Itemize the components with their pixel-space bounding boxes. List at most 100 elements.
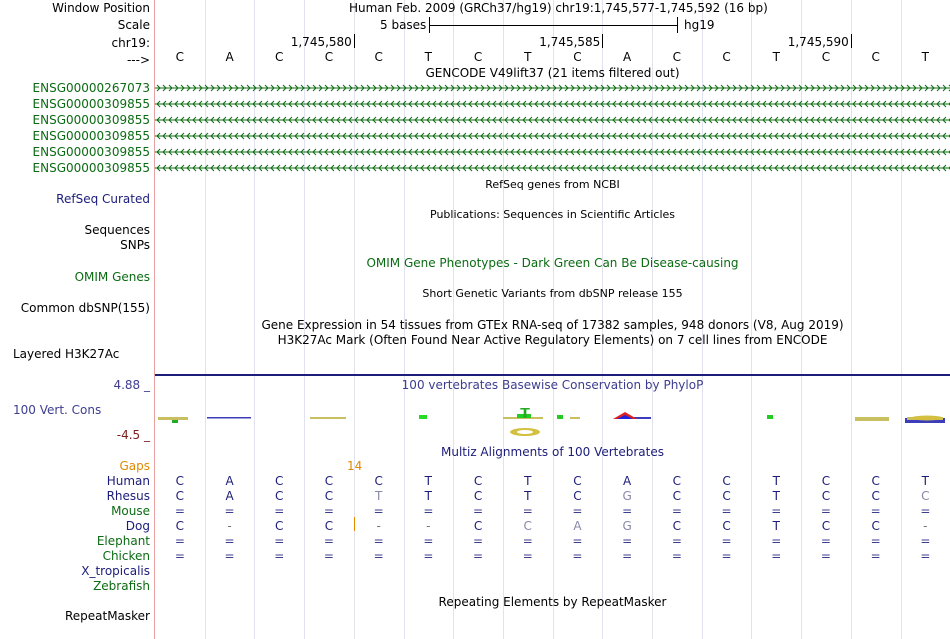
alignment-base: C [573, 474, 582, 488]
gencode-gene-label[interactable]: ENSG00000309855 [32, 145, 150, 159]
alignment-base: = [473, 534, 484, 548]
multiz-track-title[interactable]: Multiz Alignments of 100 Vertebrates [440, 445, 665, 459]
alignment-base: - [923, 519, 928, 533]
alignment-base: = [423, 534, 434, 548]
grid-line [602, 0, 604, 639]
dbsnp-track-title[interactable]: Short Genetic Variants from dbSNP releas… [422, 287, 683, 300]
species-label[interactable]: Zebrafish [93, 579, 150, 593]
alignment-base: = [323, 504, 334, 518]
ruler-position-label: 1,745,585 [539, 35, 601, 49]
alignment-base: C [722, 519, 731, 533]
alignment-base: = [721, 534, 732, 548]
alignment-base: T [424, 474, 433, 488]
gencode-gene-feature[interactable] [155, 164, 950, 172]
grid-line [403, 0, 405, 639]
grid-line [801, 0, 803, 639]
gencode-gene-feature[interactable] [155, 132, 950, 140]
species-label[interactable]: Elephant [96, 534, 150, 548]
alignment-base: C [871, 489, 880, 503]
dog-gap-marker [354, 517, 355, 531]
alignment-base: C [921, 489, 930, 503]
alignment-base: = [224, 504, 235, 518]
gencode-gene-label[interactable]: ENSG00000309855 [32, 97, 150, 111]
alignment-base: = [870, 549, 881, 563]
alignment-base: = [423, 549, 434, 563]
scale-bar [429, 25, 677, 26]
alignment-base: = [572, 549, 583, 563]
alignment-base: G [622, 519, 632, 533]
layered-h3k27ac-label[interactable]: Layered H3K27Ac [13, 347, 120, 361]
gencode-gene-feature[interactable] [155, 148, 950, 156]
alignment-base: - [426, 519, 431, 533]
phylop-conservation-graph[interactable]: T [155, 408, 950, 440]
h3k27ac-baseline [155, 374, 950, 376]
species-label[interactable]: Rhesus [106, 489, 150, 503]
gencode-gene-label[interactable]: ENSG00000309855 [32, 161, 150, 175]
phylop-max-label: 4.88 _ [113, 378, 150, 392]
alignment-base: = [274, 534, 285, 548]
gencode-gene-label[interactable]: ENSG00000309855 [32, 129, 150, 143]
base-grid [155, 0, 950, 639]
alignment-base: C [473, 519, 483, 533]
species-label[interactable]: Dog [125, 519, 150, 533]
omim-track-title[interactable]: OMIM Gene Phenotypes - Dark Green Can Be… [366, 256, 739, 270]
alignment-base: C [324, 474, 334, 488]
alignment-base: = [771, 534, 782, 548]
grid-line [254, 0, 256, 639]
sequences-label[interactable]: Sequences [84, 223, 150, 237]
gencode-gene-feature[interactable] [155, 116, 950, 124]
publications-track-title[interactable]: Publications: Sequences in Scientific Ar… [430, 208, 675, 221]
alignment-base: = [473, 504, 484, 518]
gencode-gene-label[interactable]: ENSG00000309855 [32, 113, 150, 127]
alignment-base: A [225, 489, 234, 503]
omim-genes-label[interactable]: OMIM Genes [74, 270, 150, 284]
alignment-base: = [572, 534, 583, 548]
alignment-base: C [275, 519, 284, 533]
repeatmasker-label[interactable]: RepeatMasker [64, 609, 150, 623]
alignment-base: = [373, 549, 384, 563]
window-position-value: Human Feb. 2009 (GRCh37/hg19) chr19:1,74… [349, 1, 768, 15]
alignment-base: C [821, 489, 831, 503]
alignment-base: = [174, 534, 185, 548]
alignment-base: T [921, 474, 930, 488]
grid-line [502, 0, 504, 639]
species-label[interactable]: Chicken [102, 549, 150, 563]
alignment-base: A [623, 474, 632, 488]
common-dbsnp-label[interactable]: Common dbSNP(155) [20, 301, 150, 315]
repeatmasker-track-title[interactable]: Repeating Elements by RepeatMasker [438, 595, 667, 609]
grid-line [204, 0, 206, 639]
alignment-base: = [820, 534, 831, 548]
sequence-base: C [374, 50, 383, 64]
gencode-gene-label[interactable]: ENSG00000267073 [32, 81, 150, 95]
sequence-base: C [722, 50, 731, 64]
alignment-base: - [376, 519, 381, 533]
sequence-base: C [821, 50, 831, 64]
alignment-base: = [870, 534, 881, 548]
window-position-label: Window Position [52, 1, 150, 15]
alignment-base: = [572, 504, 583, 518]
alignment-base: = [671, 549, 682, 563]
phylop-track-label[interactable]: 100 Vert. Cons [13, 403, 102, 417]
alignment-base: C [871, 519, 880, 533]
alignment-base: = [820, 549, 831, 563]
gencode-gene-feature[interactable] [155, 100, 950, 108]
gtex-track-title[interactable]: Gene Expression in 54 tissues from GTEx … [261, 318, 844, 332]
alignment-base: C [374, 474, 383, 488]
sequence-base: A [623, 50, 632, 64]
species-label[interactable]: Mouse [111, 504, 150, 518]
alignment-base: G [622, 489, 632, 503]
species-label[interactable]: X_tropicalis [81, 564, 150, 578]
alignment-base: = [920, 504, 931, 518]
gencode-gene-feature[interactable] [155, 84, 950, 92]
alignment-base: = [671, 504, 682, 518]
gencode-track-title[interactable]: GENCODE V49lift37 (21 items filtered out… [425, 66, 680, 80]
alignment-base: = [870, 504, 881, 518]
snps-label[interactable]: SNPs [120, 238, 150, 252]
refseq-curated-label[interactable]: RefSeq Curated [56, 192, 150, 206]
h3k27ac-track-title[interactable]: H3K27Ac Mark (Often Found Near Active Re… [277, 333, 828, 347]
refseq-track-title[interactable]: RefSeq genes from NCBI [485, 178, 620, 191]
phylop-track-title[interactable]: 100 vertebrates Basewise Conservation by… [401, 378, 704, 392]
species-label[interactable]: Human [106, 474, 150, 488]
phylop-letter-logos: T [510, 408, 943, 436]
alignment-base: T [424, 489, 433, 503]
